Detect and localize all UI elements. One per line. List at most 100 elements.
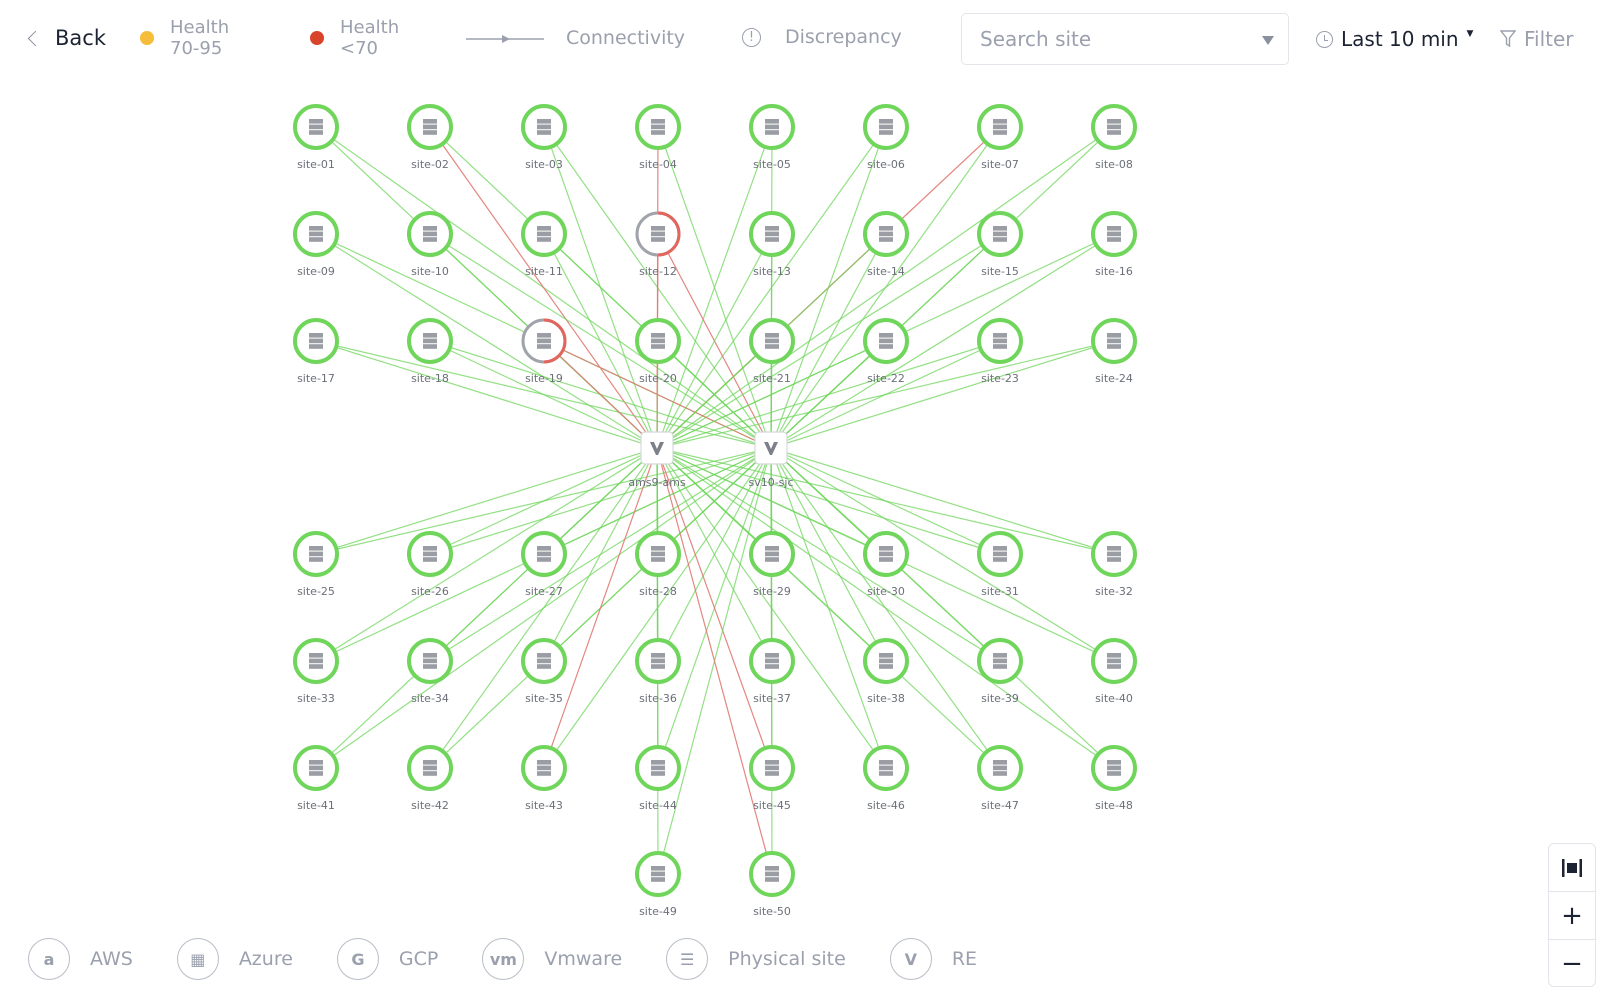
site-node[interactable]: site-35 [521,638,567,705]
site-node[interactable]: site-38 [863,638,909,705]
site-label: site-39 [981,692,1019,705]
site-node[interactable]: site-02 [407,104,453,171]
site-label: site-01 [297,158,335,171]
site-node[interactable]: site-32 [1091,531,1137,598]
server-icon [309,119,323,135]
site-node[interactable]: site-16 [1091,211,1137,278]
site-label: site-18 [411,372,449,385]
site-node[interactable]: site-07 [977,104,1023,171]
site-node[interactable]: site-22 [863,318,909,385]
server-icon [1107,333,1121,349]
site-node[interactable]: site-40 [1091,638,1137,705]
link-site-05-ams9-ams [656,126,773,449]
legend-label: Physical site [728,948,846,970]
site-node[interactable]: site-17 [293,318,339,385]
site-node[interactable]: site-14 [863,211,909,278]
site-node[interactable]: site-08 [1091,104,1137,171]
server-icon [537,653,551,669]
link-site-32-sv10-sjc [770,447,1115,555]
site-node[interactable]: site-21 [749,318,795,385]
links-layer [315,126,1115,875]
back-label: Back [55,26,106,50]
site-node[interactable]: site-13 [749,211,795,278]
site-node[interactable]: site-43 [521,745,567,812]
hub-node[interactable]: ams9-ams [628,431,686,489]
site-node[interactable]: site-19 [521,318,567,385]
server-icon [993,119,1007,135]
site-node[interactable]: site-29 [749,531,795,598]
site-node[interactable]: site-42 [407,745,453,812]
server-icon [765,760,779,776]
server-icon [537,333,551,349]
site-node[interactable]: site-33 [293,638,339,705]
link-site-33-ams9-ams [315,447,658,662]
site-node[interactable]: site-44 [635,745,681,812]
caret-down-icon[interactable] [1262,36,1274,45]
site-node[interactable]: site-34 [407,638,453,705]
site-node[interactable]: site-18 [407,318,453,385]
site-node[interactable]: site-31 [977,531,1023,598]
site-node[interactable]: site-41 [293,745,339,812]
site-node[interactable]: site-04 [635,104,681,171]
site-label: site-31 [981,585,1019,598]
site-label: site-41 [297,799,335,812]
site-node[interactable]: site-09 [293,211,339,278]
site-label: site-17 [297,372,335,385]
site-node[interactable]: site-37 [749,638,795,705]
site-node[interactable]: site-23 [977,318,1023,385]
health-ring [863,745,909,791]
site-node[interactable]: site-01 [293,104,339,171]
site-node[interactable]: site-45 [749,745,795,812]
site-node[interactable]: site-12 [635,211,681,278]
site-label: site-26 [411,585,449,598]
time-range-label: Last 10 min [1341,27,1459,51]
zoom-in-button[interactable]: + [1549,892,1595,940]
site-node[interactable]: site-06 [863,104,909,171]
azure-icon: ▦ [176,938,219,980]
topology-graph[interactable]: site-01 site-02 site-03 site-04 site-05 site-… [0,0,1600,930]
site-node[interactable]: site-49 [635,851,681,918]
site-label: site-11 [525,265,563,278]
health-ring [749,104,795,150]
time-range-dropdown[interactable]: Last 10 min ▼ [1316,27,1473,51]
link-site-17-ams9-ams [315,340,658,449]
search-site-dropdown[interactable] [961,13,1289,65]
site-node[interactable]: site-05 [749,104,795,171]
discrepancy-label: Discrepancy [785,26,902,48]
health-ring-degraded [543,318,567,364]
site-label: site-30 [867,585,905,598]
hub-node[interactable]: sv10-sjc [748,431,794,489]
site-node[interactable]: site-30 [863,531,909,598]
site-node[interactable]: site-11 [521,211,567,278]
site-node[interactable]: site-50 [749,851,795,918]
site-node[interactable]: site-26 [407,531,453,598]
site-node[interactable]: site-27 [521,531,567,598]
site-label: site-20 [639,372,677,385]
link-site-48-sv10-sjc [770,447,1115,769]
site-node[interactable]: site-39 [977,638,1023,705]
fit-to-screen-button[interactable] [1549,844,1595,892]
server-icon [423,760,437,776]
site-node[interactable]: site-20 [635,318,681,385]
health-ring [635,531,681,577]
back-button[interactable]: Back [27,26,106,50]
zoom-out-button[interactable]: − [1561,948,1583,979]
health-ring [521,745,567,791]
filter-button[interactable]: Filter [1500,27,1574,51]
site-node[interactable]: site-24 [1091,318,1137,385]
site-node[interactable]: site-48 [1091,745,1137,812]
link-site-16-sv10-sjc [770,233,1115,449]
search-input[interactable] [978,26,1242,52]
site-label: site-42 [411,799,449,812]
site-node[interactable]: site-46 [863,745,909,812]
site-node[interactable]: site-36 [635,638,681,705]
site-node[interactable]: site-28 [635,531,681,598]
site-node[interactable]: site-10 [407,211,453,278]
health-ring [635,318,681,364]
site-node[interactable]: site-15 [977,211,1023,278]
site-node[interactable]: site-47 [977,745,1023,812]
health-ring [407,638,453,684]
server-icon [309,226,323,242]
site-node[interactable]: site-25 [293,531,339,598]
site-node[interactable]: site-03 [521,104,567,171]
